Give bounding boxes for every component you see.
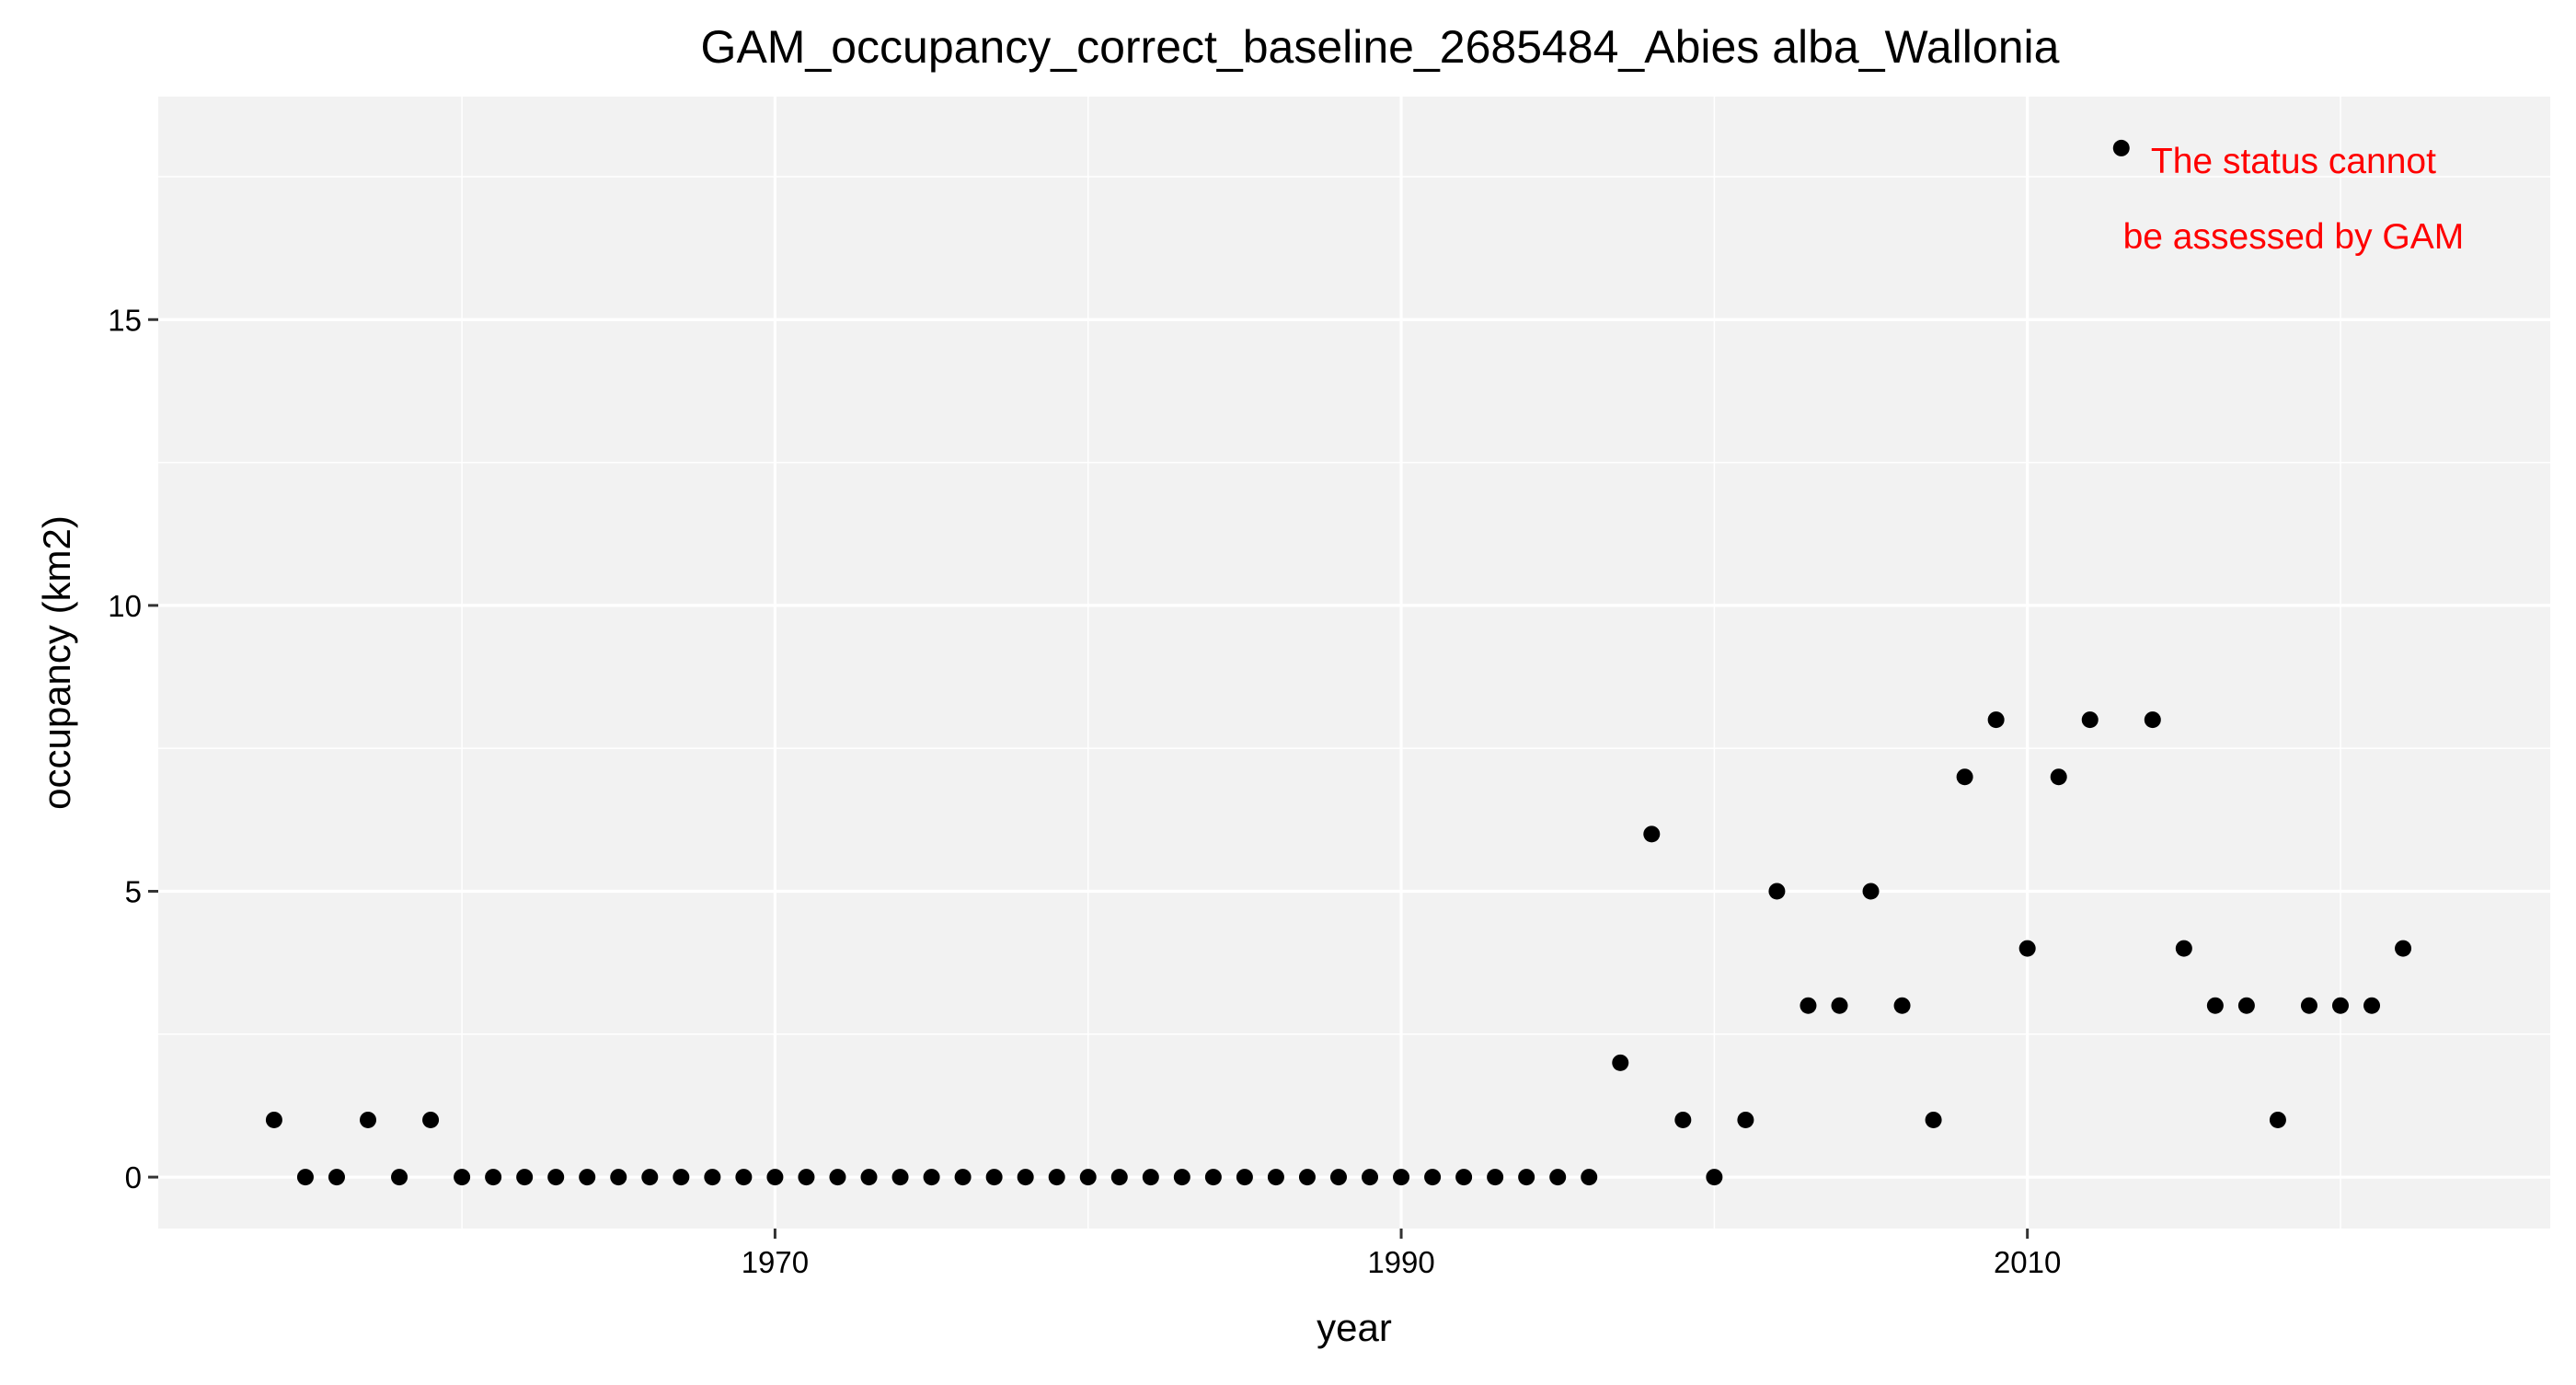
data-point	[860, 1169, 878, 1186]
data-point	[2300, 997, 2317, 1014]
chart-title: GAM_occupancy_correct_baseline_2685484_A…	[701, 21, 2060, 73]
data-point	[1329, 1169, 1347, 1186]
data-point	[1893, 997, 1911, 1014]
data-point	[1017, 1169, 1034, 1186]
data-point	[1674, 1111, 1692, 1128]
data-point	[1862, 883, 1880, 900]
data-point	[1831, 997, 1848, 1014]
data-point	[610, 1169, 627, 1186]
data-point	[2144, 711, 2161, 729]
data-point	[547, 1169, 565, 1186]
data-point	[766, 1169, 784, 1186]
x-tick-label: 1970	[742, 1245, 809, 1279]
data-point	[2081, 711, 2099, 729]
y-axis-label: occupancy (km2)	[35, 515, 78, 810]
data-point	[2112, 139, 2130, 156]
data-point	[954, 1169, 972, 1186]
y-axis: 0 5 10 15	[108, 303, 158, 1195]
data-point	[1518, 1169, 1535, 1186]
data-point	[516, 1169, 534, 1186]
data-point	[391, 1169, 408, 1186]
data-point	[1455, 1169, 1473, 1186]
data-point	[296, 1169, 314, 1186]
data-point	[1737, 1111, 1754, 1128]
data-point	[891, 1169, 909, 1186]
data-point	[1142, 1169, 1159, 1186]
y-tick-label: 0	[125, 1160, 142, 1195]
data-point	[2331, 997, 2349, 1014]
data-point	[265, 1111, 282, 1128]
x-tick-label: 2010	[1994, 1245, 2061, 1279]
data-point	[1173, 1169, 1190, 1186]
data-point	[2175, 940, 2192, 957]
status-annotation: The status cannot be assessed by GAM	[2123, 142, 2465, 257]
data-point	[735, 1169, 753, 1186]
data-point	[829, 1169, 846, 1186]
data-point	[1204, 1169, 1222, 1186]
data-points	[265, 139, 2412, 1186]
data-point	[485, 1169, 502, 1186]
x-axis-label: year	[1317, 1306, 1392, 1349]
plot-panel	[158, 97, 2550, 1229]
data-point	[798, 1169, 815, 1186]
data-point	[1079, 1169, 1097, 1186]
data-point	[1643, 825, 1661, 843]
data-point	[1487, 1169, 1504, 1186]
data-point	[2237, 997, 2255, 1014]
data-point	[923, 1169, 940, 1186]
data-point	[1987, 711, 2005, 729]
data-point	[641, 1169, 659, 1186]
data-point	[1267, 1169, 1284, 1186]
data-point	[1393, 1169, 1410, 1186]
data-point	[2018, 940, 2036, 957]
data-point	[1048, 1169, 1065, 1186]
data-point	[1612, 1054, 1629, 1071]
minor-gridlines	[158, 97, 2550, 1229]
data-point	[2206, 997, 2224, 1014]
data-point	[579, 1169, 596, 1186]
x-axis: 1970 1990 2010	[742, 1229, 2061, 1279]
data-point	[2269, 1111, 2286, 1128]
data-point	[673, 1169, 690, 1186]
data-point	[422, 1111, 440, 1128]
data-point	[2363, 997, 2381, 1014]
data-point	[1956, 768, 1973, 786]
data-point	[2395, 940, 2412, 957]
y-tick-label: 10	[108, 589, 142, 623]
data-point	[360, 1111, 377, 1128]
data-point	[1706, 1169, 1723, 1186]
data-point	[1549, 1169, 1567, 1186]
data-point	[328, 1169, 345, 1186]
data-point	[985, 1169, 1003, 1186]
data-point	[1236, 1169, 1253, 1186]
data-point	[1110, 1169, 1128, 1186]
data-point	[454, 1169, 471, 1186]
data-point	[2050, 768, 2067, 786]
data-point	[1800, 997, 1817, 1014]
data-point	[1424, 1169, 1442, 1186]
y-tick-label: 5	[125, 874, 142, 908]
annotation-line: The status cannot	[2151, 142, 2436, 181]
data-point	[1298, 1169, 1316, 1186]
annotation-line: be assessed by GAM	[2123, 217, 2465, 257]
data-point	[1768, 883, 1786, 900]
data-point	[1925, 1111, 1942, 1128]
x-tick-label: 1990	[1367, 1245, 1434, 1279]
data-point	[1581, 1169, 1598, 1186]
data-point	[704, 1169, 721, 1186]
y-tick-label: 15	[108, 303, 142, 337]
data-point	[1362, 1169, 1379, 1186]
